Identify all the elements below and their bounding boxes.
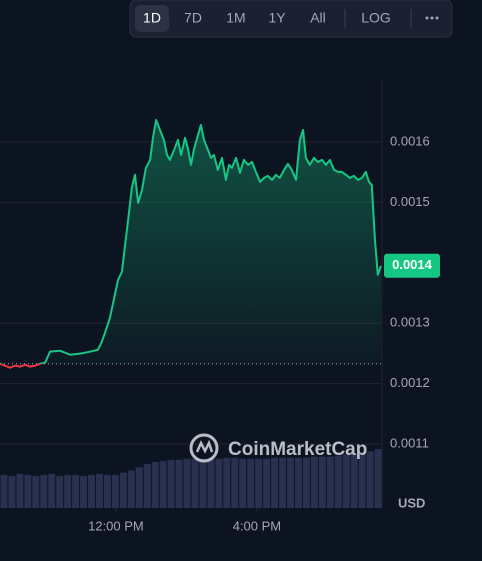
grid: 0.0016 0.0015 0.0013 0.0012 0.0011 12:00 PM 4:… xyxy=(0,133,430,533)
volume-bar xyxy=(215,458,223,508)
volume-bar xyxy=(223,457,231,508)
price-line-up xyxy=(0,118,382,364)
volume-bar xyxy=(326,456,334,508)
volume-bar xyxy=(207,458,215,508)
volume-bar xyxy=(111,474,119,508)
volume-bar xyxy=(183,458,191,508)
volume-bar xyxy=(40,474,48,508)
volume-bar xyxy=(310,456,318,508)
button-label: 1D xyxy=(143,10,161,26)
current-price-box xyxy=(384,253,440,278)
volume-bar xyxy=(318,456,326,508)
volume-bar xyxy=(287,457,294,508)
volume-bar xyxy=(199,458,207,508)
toolbar: 1D 7D 1M 1Y All LOG xyxy=(129,0,453,38)
price-area xyxy=(0,119,381,364)
button-label: 1M xyxy=(226,10,245,26)
toolbar-button[interactable]: LOG xyxy=(361,10,391,26)
button-label: 7D xyxy=(184,10,202,26)
more-button[interactable] xyxy=(425,16,439,20)
button-label: LOG xyxy=(361,10,391,26)
volume-bar xyxy=(96,473,103,508)
volume-bar xyxy=(255,458,263,508)
dot xyxy=(430,16,434,20)
button-label: All xyxy=(310,10,326,26)
volume-bar xyxy=(374,449,382,508)
toolbar-bg xyxy=(129,0,453,38)
volume-bar xyxy=(103,474,111,508)
volume-bar xyxy=(279,457,286,508)
dot xyxy=(425,16,429,20)
toolbar-button[interactable]: 1Y xyxy=(268,10,286,26)
volume-bar xyxy=(263,458,271,508)
volume-bar xyxy=(64,474,72,508)
volume-bar xyxy=(366,451,374,508)
y-tick-label: 0.0016 xyxy=(390,133,430,148)
toolbar-button[interactable]: 1D xyxy=(135,5,169,32)
volume-bar xyxy=(167,459,175,508)
volume-bar xyxy=(294,457,302,508)
button-label: 1Y xyxy=(268,10,286,26)
x-tick-label: 4:00 PM xyxy=(233,518,281,533)
plot xyxy=(0,118,382,369)
dot xyxy=(435,16,439,20)
volume-bar xyxy=(231,457,239,508)
watermark-logo xyxy=(195,439,214,454)
volume-bar xyxy=(143,464,151,508)
toolbar-button[interactable]: 1M xyxy=(226,10,245,26)
toolbar-button[interactable]: All xyxy=(310,10,326,26)
volume-bar xyxy=(88,474,95,508)
volume-bar xyxy=(175,459,183,508)
volume-bar xyxy=(72,474,80,508)
volume-bar xyxy=(350,453,358,508)
y-unit: USD xyxy=(398,495,425,510)
volume-bar xyxy=(48,473,56,508)
y-tick-label: 0.0015 xyxy=(390,194,430,209)
toolbar-button[interactable]: 7D xyxy=(184,10,202,26)
y-tick-label: 0.0011 xyxy=(390,436,429,451)
volume-bar xyxy=(8,475,16,508)
y-tick-label: 0.0012 xyxy=(390,375,430,390)
volume-bar xyxy=(24,474,32,508)
volume-bar xyxy=(159,460,167,508)
volume-bar xyxy=(239,458,247,508)
volume-bar xyxy=(56,475,64,508)
active-bg xyxy=(135,5,169,32)
volume-bar xyxy=(80,475,88,508)
volume-bar xyxy=(302,457,310,508)
volume xyxy=(0,449,382,508)
watermark-logo xyxy=(189,433,219,463)
volume-bar xyxy=(342,454,350,508)
volume-bar xyxy=(127,470,135,508)
volume-bar xyxy=(32,475,40,508)
volume-bar xyxy=(16,473,24,508)
volume-bar xyxy=(191,458,199,508)
volume-bar xyxy=(358,452,366,508)
x-tick-label: 12:00 PM xyxy=(88,518,144,533)
volume-bar xyxy=(0,474,8,508)
volume-bar xyxy=(151,461,159,508)
volume-bar xyxy=(119,472,127,508)
watermark-text: CoinMarketCap xyxy=(228,439,367,460)
y-tick-label: 0.0013 xyxy=(390,315,430,330)
watermark: CoinMarketCap xyxy=(189,433,367,463)
volume-bar xyxy=(334,455,342,508)
volume-bar xyxy=(247,458,255,508)
volume-bar xyxy=(135,467,143,508)
current-price-label: 0.0014 xyxy=(392,257,433,272)
volume-bar xyxy=(271,457,279,508)
